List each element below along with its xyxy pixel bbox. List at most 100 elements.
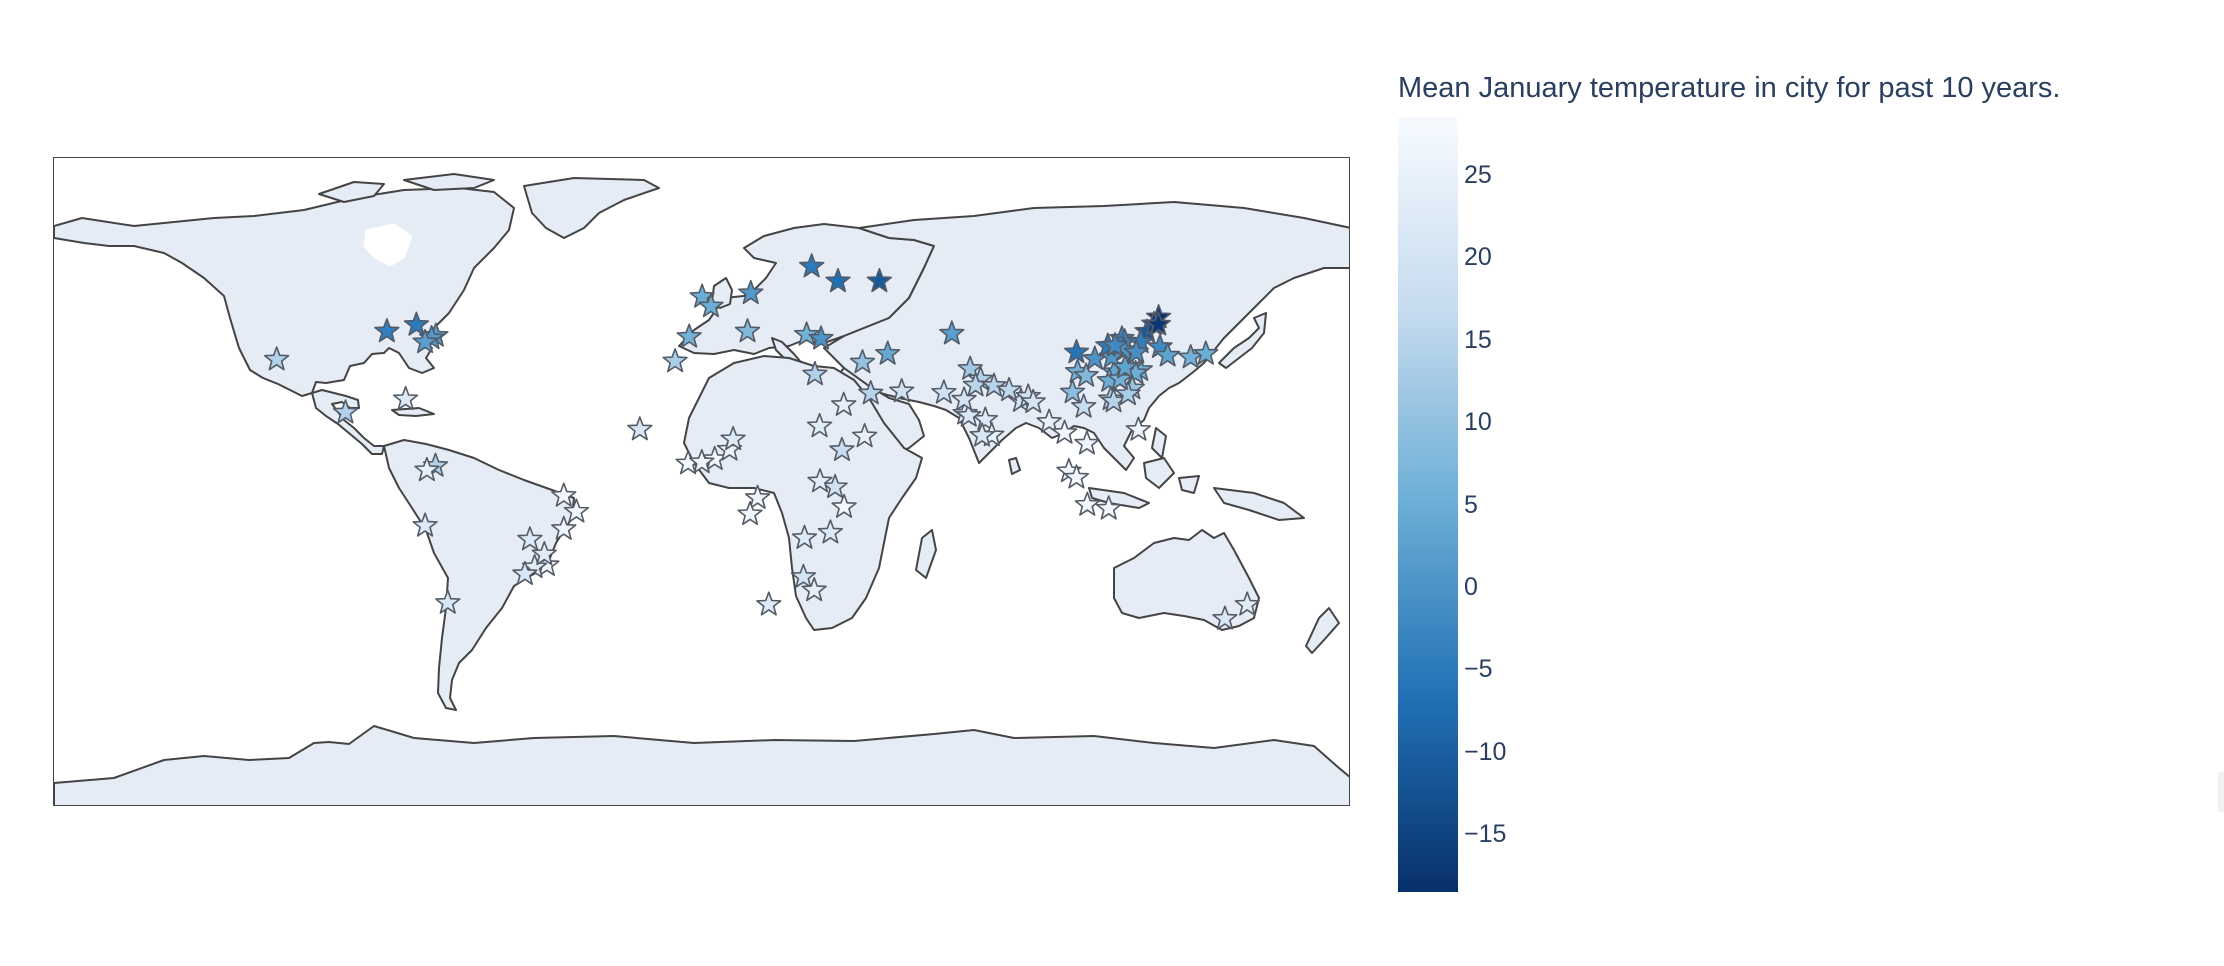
city-marker[interactable]	[332, 399, 359, 424]
city-marker[interactable]	[264, 346, 290, 371]
city-marker[interactable]	[951, 386, 977, 411]
city-marker[interactable]	[1063, 339, 1090, 364]
land-southeast-islands	[1088, 427, 1305, 521]
city-marker[interactable]	[849, 349, 876, 374]
colorbar-tick-label: −10	[1464, 737, 1507, 766]
edge-handle	[2218, 772, 2224, 812]
city-marker[interactable]	[676, 323, 702, 348]
land-arctic-islands	[318, 173, 495, 203]
city-marker[interactable]	[808, 325, 834, 350]
city-marker[interactable]	[825, 268, 851, 293]
city-marker[interactable]	[720, 425, 746, 451]
land-south-america	[383, 439, 575, 711]
map-canvas[interactable]	[54, 158, 1350, 806]
city-marker[interactable]	[1020, 388, 1046, 413]
city-marker[interactable]	[1145, 311, 1171, 336]
hudson-bay	[363, 223, 413, 267]
city-marker[interactable]	[831, 391, 857, 416]
city-marker[interactable]	[790, 563, 817, 588]
city-marker[interactable]	[512, 560, 538, 585]
city-marker[interactable]	[1059, 379, 1086, 404]
city-marker[interactable]	[1115, 380, 1141, 406]
city-marker[interactable]	[1074, 430, 1100, 455]
city-marker[interactable]	[738, 279, 764, 305]
city-marker[interactable]	[1051, 419, 1078, 444]
city-marker[interactable]	[1063, 464, 1090, 489]
city-marker[interactable]	[831, 493, 857, 518]
city-marker[interactable]	[817, 519, 844, 544]
city-marker[interactable]	[875, 340, 901, 365]
city-marker[interactable]	[1212, 605, 1238, 630]
world-map[interactable]	[53, 157, 1350, 806]
city-marker[interactable]	[563, 498, 590, 523]
city-marker[interactable]	[392, 385, 419, 411]
city-marker[interactable]	[996, 376, 1022, 402]
city-marker[interactable]	[531, 541, 557, 566]
city-marker[interactable]	[374, 318, 400, 343]
city-marker[interactable]	[799, 253, 825, 278]
city-marker[interactable]	[689, 449, 715, 474]
city-marker[interactable]	[939, 320, 965, 345]
city-marker[interactable]	[1074, 491, 1100, 516]
colorbar-tick-label: −5	[1464, 655, 1493, 684]
city-marker[interactable]	[737, 500, 763, 526]
city-marker[interactable]	[744, 484, 771, 509]
land-madagascar	[915, 529, 937, 579]
city-marker[interactable]	[414, 456, 440, 482]
city-marker[interactable]	[662, 348, 688, 373]
city-marker[interactable]	[793, 321, 820, 346]
colorbar-gradient	[1398, 117, 1458, 892]
city-marker[interactable]	[822, 473, 848, 499]
city-marker[interactable]	[517, 526, 543, 551]
land-cuba	[391, 407, 435, 417]
city-marker[interactable]	[412, 328, 438, 354]
colorbar-ticks: 25 20 15 10 5 0 −5 −10 −15	[1464, 117, 1624, 892]
city-marker[interactable]	[957, 355, 983, 380]
colorbar-tick-label: −15	[1464, 820, 1507, 849]
city-marker[interactable]	[858, 380, 884, 405]
city-marker[interactable]	[931, 379, 957, 404]
city-marker[interactable]	[981, 372, 1007, 397]
city-marker[interactable]	[627, 416, 653, 441]
city-marker[interactable]	[1073, 362, 1099, 387]
city-marker[interactable]	[851, 423, 878, 448]
city-marker[interactable]	[756, 591, 782, 616]
city-marker[interactable]	[1036, 408, 1062, 433]
city-marker[interactable]	[956, 402, 982, 427]
city-marker[interactable]	[435, 589, 461, 614]
colorbar	[1398, 117, 1458, 892]
city-marker[interactable]	[829, 436, 855, 461]
city-marker[interactable]	[889, 378, 915, 403]
city-marker[interactable]	[801, 577, 827, 602]
city-marker[interactable]	[1096, 495, 1122, 520]
city-marker[interactable]	[969, 422, 995, 447]
colorbar-tick-label: 5	[1464, 490, 1478, 519]
city-marker[interactable]	[866, 268, 893, 293]
city-marker[interactable]	[551, 482, 577, 507]
city-marker[interactable]	[1071, 393, 1097, 418]
city-marker[interactable]	[1234, 591, 1260, 616]
city-marker[interactable]	[1123, 339, 1149, 364]
city-marker[interactable]	[802, 361, 828, 386]
colorbar-tick-label: 0	[1464, 572, 1478, 601]
city-markers[interactable]	[264, 253, 1260, 630]
land-central-america	[311, 389, 385, 455]
city-marker[interactable]	[698, 293, 724, 318]
city-marker[interactable]	[1154, 342, 1181, 367]
city-marker[interactable]	[1102, 332, 1128, 357]
city-marker[interactable]	[734, 318, 761, 343]
city-marker[interactable]	[807, 468, 833, 493]
city-marker[interactable]	[1193, 340, 1219, 365]
city-marker[interactable]	[1112, 354, 1138, 379]
colorbar-title: Mean January temperature in city for pas…	[1398, 72, 2061, 104]
city-marker[interactable]	[806, 413, 833, 438]
city-marker[interactable]	[403, 311, 430, 336]
city-marker[interactable]	[551, 515, 577, 540]
city-marker[interactable]	[1125, 416, 1152, 441]
land-antarctica	[54, 725, 1349, 805]
city-marker[interactable]	[791, 524, 818, 549]
colorbar-tick-label: 10	[1464, 408, 1492, 437]
city-marker[interactable]	[412, 512, 438, 537]
colorbar-tick-label: 20	[1464, 243, 1492, 272]
land-new-zealand	[1305, 607, 1340, 654]
